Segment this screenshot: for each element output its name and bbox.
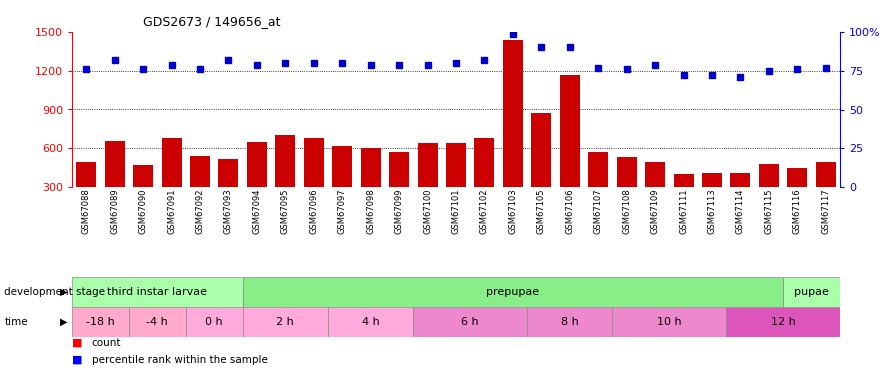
Bar <box>503 40 522 226</box>
Bar <box>788 168 807 226</box>
Text: 0 h: 0 h <box>206 317 223 327</box>
Bar <box>162 138 182 226</box>
Bar <box>129 307 186 337</box>
Text: third instar larvae: third instar larvae <box>108 287 207 297</box>
Bar <box>332 146 352 226</box>
Text: ■: ■ <box>72 355 83 365</box>
Bar <box>303 138 324 226</box>
Text: 2 h: 2 h <box>277 317 295 327</box>
Bar <box>243 307 328 337</box>
Bar <box>360 148 381 226</box>
Text: ▶: ▶ <box>60 287 68 297</box>
Text: GDS2673 / 149656_at: GDS2673 / 149656_at <box>143 15 280 28</box>
Bar <box>413 307 527 337</box>
Bar <box>474 138 495 226</box>
Bar <box>527 307 612 337</box>
Bar <box>731 173 750 226</box>
Text: 4 h: 4 h <box>362 317 379 327</box>
Text: prepupae: prepupae <box>486 287 539 297</box>
Bar <box>105 141 125 226</box>
Bar <box>190 156 210 226</box>
Text: 8 h: 8 h <box>561 317 579 327</box>
Text: ▶: ▶ <box>60 317 68 327</box>
Bar <box>389 152 409 226</box>
Bar <box>243 277 783 307</box>
Bar <box>72 277 243 307</box>
Text: ■: ■ <box>72 338 83 348</box>
Bar <box>588 152 608 226</box>
Bar <box>560 75 579 226</box>
Bar <box>77 162 96 226</box>
Bar <box>446 143 466 226</box>
Bar <box>328 307 413 337</box>
Bar <box>186 307 243 337</box>
Text: -4 h: -4 h <box>147 317 168 327</box>
Text: percentile rank within the sample: percentile rank within the sample <box>92 355 268 365</box>
Bar <box>759 164 779 226</box>
Bar <box>247 142 267 226</box>
Text: 12 h: 12 h <box>771 317 796 327</box>
Bar <box>726 307 840 337</box>
Bar <box>783 277 840 307</box>
Text: pupae: pupae <box>794 287 829 297</box>
Bar <box>617 157 636 226</box>
Bar <box>645 162 665 226</box>
Text: time: time <box>4 317 28 327</box>
Bar <box>816 162 836 226</box>
Bar <box>674 174 693 226</box>
Bar <box>417 143 438 226</box>
Text: -18 h: -18 h <box>86 317 115 327</box>
Bar <box>275 135 295 226</box>
Bar <box>72 307 129 337</box>
Text: count: count <box>92 338 121 348</box>
Text: 6 h: 6 h <box>461 317 479 327</box>
Bar <box>612 307 726 337</box>
Bar <box>531 113 551 226</box>
Bar <box>702 173 722 226</box>
Bar <box>218 159 239 226</box>
Text: 10 h: 10 h <box>657 317 682 327</box>
Bar <box>134 165 153 226</box>
Text: development stage: development stage <box>4 287 105 297</box>
